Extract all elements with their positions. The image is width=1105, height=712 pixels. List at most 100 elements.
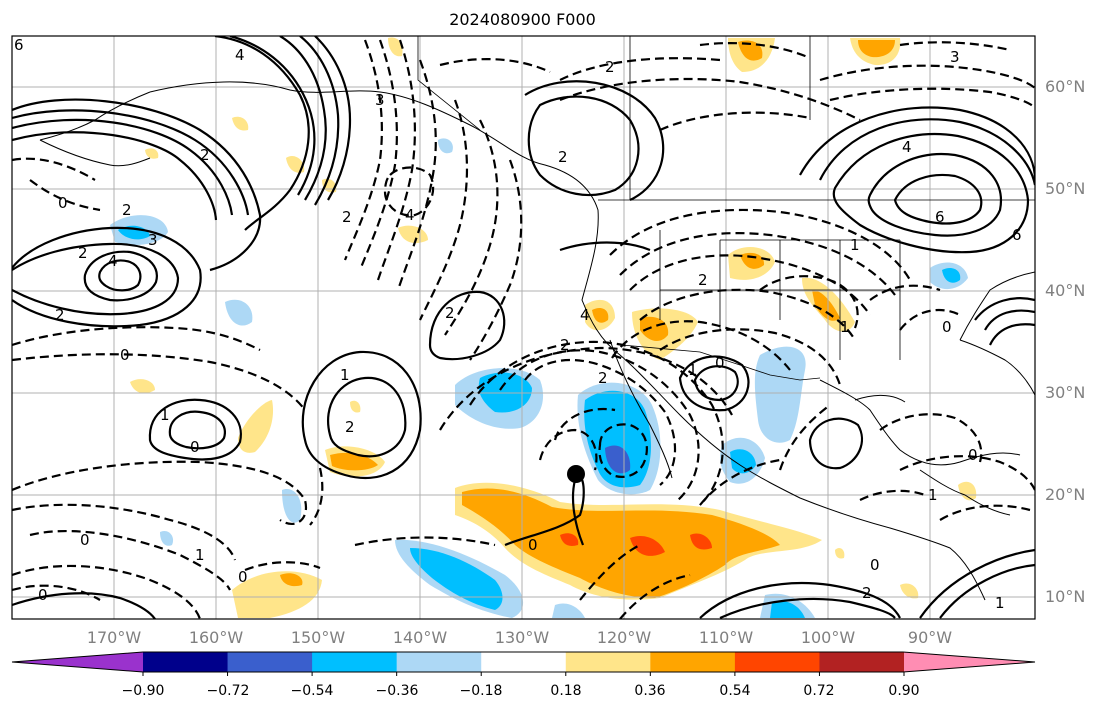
map-content: 6 4 2 2 0 2 4 3 2 0 3 4 2 2 4 6 3 4 2 2 … (12, 36, 1035, 619)
colorbar-tick-label: 0.90 (888, 683, 920, 699)
lon-tick-label: 150°W (290, 628, 346, 647)
contour-label: 1 (195, 546, 205, 564)
anomaly-fill-red (630, 535, 665, 556)
anomaly-fill-yellow (232, 116, 249, 131)
shading-layer (110, 37, 977, 618)
map-frame (11, 35, 1036, 620)
contour-label: 0 (58, 194, 68, 212)
colorbar-extend-left (12, 652, 143, 672)
contour-label: 2 (342, 208, 352, 226)
contour-label: 0 (528, 536, 538, 554)
colorbar-cell (481, 652, 567, 672)
contour-label: 0 (942, 318, 952, 336)
anomaly-fill-orange (858, 40, 895, 58)
colorbar-cell (312, 652, 398, 672)
anomaly-fill-yellow (130, 379, 155, 394)
contour-label: 2 (200, 146, 210, 164)
contours-dashed (12, 39, 1035, 619)
contour-label: 6 (935, 208, 945, 226)
storm-center-marker (567, 465, 585, 483)
anomaly-fill-orange (812, 290, 840, 321)
contour-label: 4 (235, 46, 245, 64)
contour-label: 4 (405, 206, 415, 224)
coastlines (39, 81, 1035, 601)
lon-tick-label: 170°W (86, 628, 142, 647)
contour-label: 0 (238, 568, 248, 586)
anomaly-fill-cyan (942, 268, 961, 283)
anomaly-fill-yellow (958, 481, 977, 501)
contour-label: 1 (995, 594, 1005, 612)
contour-label: 4 (580, 306, 590, 324)
contour-label: 2 (78, 244, 88, 262)
lat-tick-label: 20°N (1045, 485, 1086, 504)
contour-label: 1 (840, 318, 850, 336)
anomaly-fill-red (560, 533, 579, 546)
contour-label: 0 (190, 438, 200, 456)
colorbar-tick-label: 0.36 (634, 683, 666, 699)
lat-tick-label: 40°N (1045, 281, 1086, 300)
anomaly-fill-yellow (350, 400, 361, 413)
contour-label: 1 (850, 236, 860, 254)
colorbar-cell (396, 652, 482, 672)
contour-label: 6 (14, 36, 24, 54)
colorbar (11, 651, 1036, 676)
lon-tick-label: 160°W (188, 628, 244, 647)
colorbar-tick-label: −0.72 (206, 683, 250, 699)
lat-tick-label: 10°N (1045, 587, 1086, 606)
colorbar-outline (11, 651, 1036, 673)
anomaly-fill-yellow (238, 400, 274, 453)
anomaly-fill-orange (280, 573, 303, 587)
contour-label: 2 (560, 336, 570, 354)
anomaly-fill-cyan (730, 449, 756, 474)
contour-label: 2 (598, 369, 608, 387)
contour-label: 3 (375, 91, 385, 109)
colorbar-extend-right (904, 652, 1035, 672)
anomaly-fill-red (690, 533, 712, 550)
contour-label: 2 (445, 304, 455, 322)
anomaly-fill-lightblue (160, 530, 174, 546)
lon-tick-label: 140°W (392, 628, 448, 647)
anomaly-fill-yellow (145, 148, 159, 159)
contour-label: 4 (902, 138, 912, 156)
contour-label: 0 (870, 556, 880, 574)
anomaly-fill-yellow (900, 583, 919, 599)
lon-tick-label: 110°W (698, 628, 754, 647)
contour-label: 0 (38, 586, 48, 604)
anomaly-fill-orange (462, 488, 780, 598)
contour-label: 0 (715, 354, 725, 372)
colorbar-cell (650, 652, 736, 672)
contour-label: 2 (345, 418, 355, 436)
colorbar-tick-label: 0.54 (719, 683, 751, 699)
anomaly-fill-orange (640, 316, 669, 342)
contour-label: 2 (605, 58, 615, 76)
contour-label: 2 (55, 306, 65, 324)
contour-label: 2 (558, 148, 568, 166)
contour-label: 2 (122, 201, 132, 219)
colorbar-cell (143, 652, 229, 672)
anomaly-fill-orange (592, 308, 609, 323)
colorbar-cell (734, 652, 820, 672)
colorbar-tick-label: −0.54 (290, 683, 334, 699)
contour-label: 1 (928, 486, 938, 504)
anomaly-fill-lightblue (282, 489, 302, 523)
contour-label: 0 (968, 446, 978, 464)
anomaly-fill-lightblue (225, 299, 253, 326)
colorbar-tick-label: −0.90 (121, 683, 165, 699)
anomaly-fill-cyan (770, 600, 805, 618)
contour-label: 0 (120, 346, 130, 364)
colorbar-tick-label: 0.72 (803, 683, 835, 699)
contour-label: 1 (160, 406, 170, 424)
contour-label: 2 (862, 584, 872, 602)
lon-tick-label: 100°W (800, 628, 856, 647)
anomaly-fill-cyan (410, 548, 503, 610)
contour-label: 0 (80, 531, 90, 549)
lat-tick-label: 30°N (1045, 383, 1086, 402)
contour-label: 4 (108, 252, 118, 270)
colorbar-cell (819, 652, 905, 672)
anomaly-fill-yellow (835, 547, 845, 559)
lat-tick-label: 60°N (1045, 77, 1086, 96)
contour-label: 1 (340, 366, 350, 384)
contour-labels: 6 4 2 2 0 2 4 3 2 0 3 4 2 2 4 6 3 4 2 2 … (14, 36, 1022, 612)
anomaly-fill-lightblue (754, 346, 806, 443)
